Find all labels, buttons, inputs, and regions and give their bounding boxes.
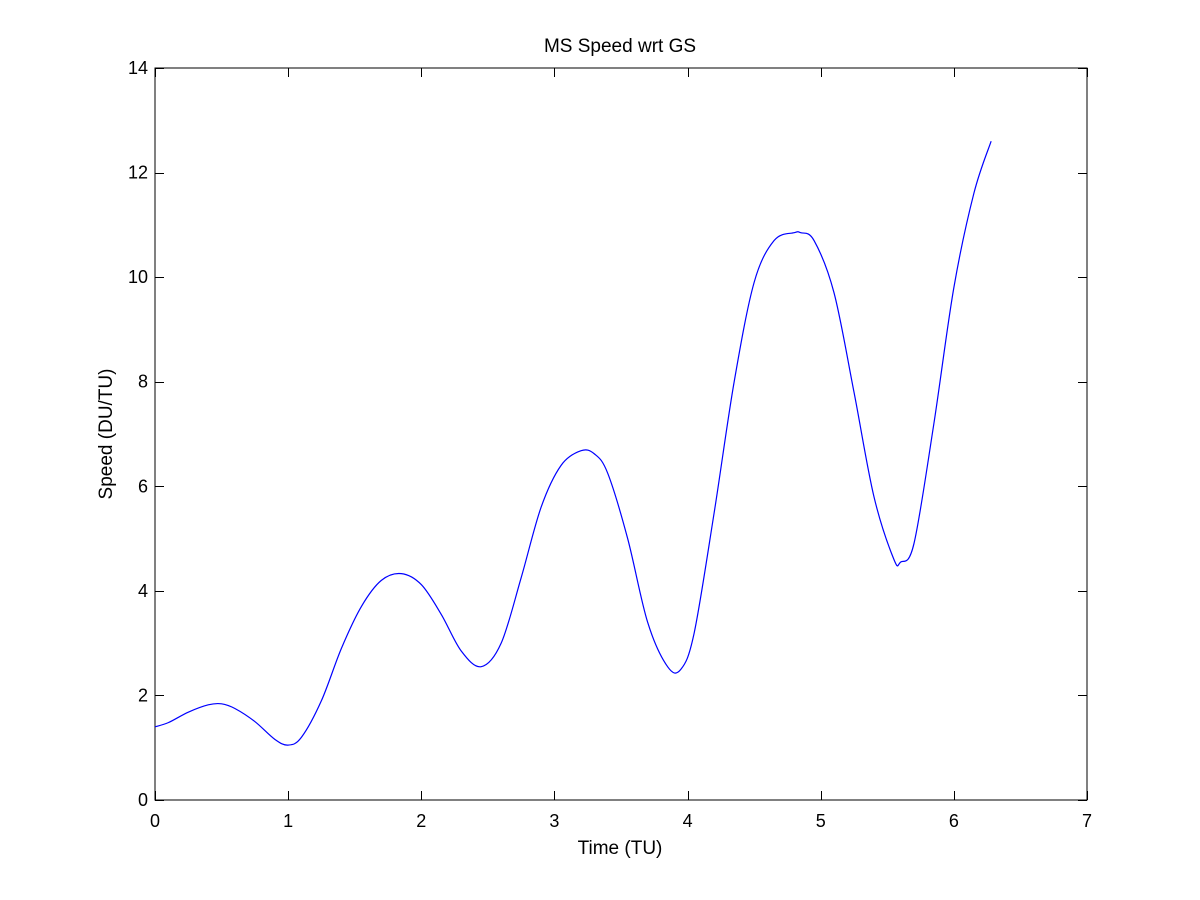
y-tick-label: 12 bbox=[128, 163, 148, 183]
plot-area bbox=[154, 67, 1088, 801]
x-tick-label: 2 bbox=[416, 811, 426, 831]
series-line-group bbox=[154, 141, 992, 746]
x-tick-label: 1 bbox=[283, 811, 293, 831]
y-tick-label: 4 bbox=[138, 581, 148, 601]
x-axis-label: Time (TU) bbox=[578, 838, 663, 859]
x-tick-label: 4 bbox=[683, 811, 693, 831]
y-tick-label: 0 bbox=[138, 790, 148, 810]
x-tick-label: 3 bbox=[549, 811, 559, 831]
y-tick-label: 2 bbox=[138, 685, 148, 705]
x-tick-label: 0 bbox=[150, 811, 160, 831]
x-axis: 0 1 2 3 4 5 6 7 bbox=[150, 68, 1092, 831]
y-axis: 0 2 4 6 8 10 12 14 bbox=[128, 58, 1087, 810]
y-axis-label: Speed (DU/TU) bbox=[96, 369, 117, 500]
y-tick-label: 14 bbox=[128, 58, 148, 78]
x-tick-label: 7 bbox=[1082, 811, 1092, 831]
chart-title: MS Speed wrt GS bbox=[544, 36, 696, 57]
y-tick-label: 6 bbox=[138, 476, 148, 496]
series-line bbox=[154, 141, 992, 746]
x-tick-label: 5 bbox=[816, 811, 826, 831]
y-tick-label: 10 bbox=[128, 267, 148, 287]
x-tick-label: 6 bbox=[949, 811, 959, 831]
y-tick-label: 8 bbox=[138, 372, 148, 392]
